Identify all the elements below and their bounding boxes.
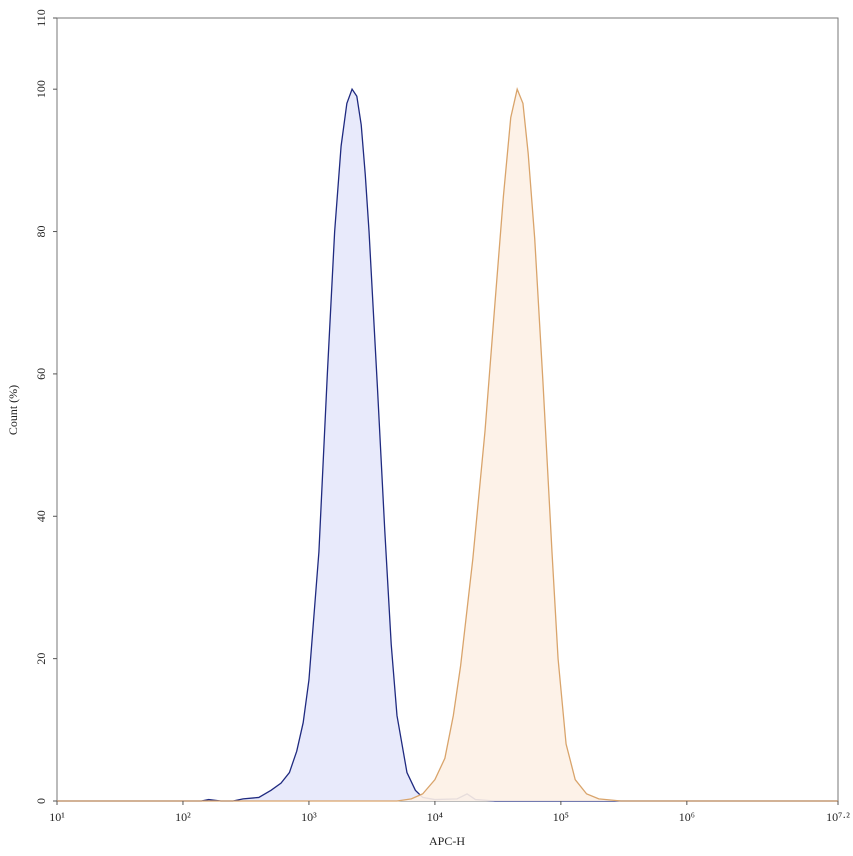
y-tick-label: 100 [34,80,48,98]
x-tick-label: 10⁷·² [826,810,850,824]
y-tick-label: 40 [34,510,48,522]
y-tick-label: 80 [34,226,48,238]
y-axis-label: Count (%) [6,385,20,435]
x-axis-label: APC-H [429,834,465,848]
area-line [57,87,838,802]
y-tick-label: 20 [34,653,48,665]
x-tick-label: 10³ [301,810,317,824]
x-tick-label: 10⁶ [679,810,695,824]
y-tick-label: 60 [34,368,48,380]
plot-frame [56,17,839,802]
y-tick-label: 0 [34,798,48,804]
y-tick-label: 110 [34,9,48,27]
x-tick-label: 10⁵ [553,810,569,824]
x-tick-label: 10¹ [49,810,65,824]
x-tick-label: 10² [175,810,191,824]
x-tick-label: 10⁴ [427,810,443,824]
